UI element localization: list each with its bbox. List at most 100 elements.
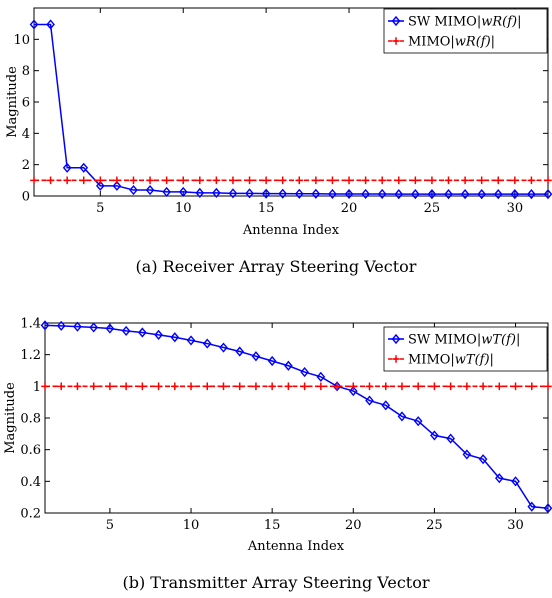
series-1-point xyxy=(461,176,469,185)
series-0-point xyxy=(311,188,321,199)
series-1-point xyxy=(446,382,455,391)
receiver-series xyxy=(29,19,552,200)
series-0-point xyxy=(195,187,205,198)
series-1-point xyxy=(46,176,55,185)
series-0-point xyxy=(427,189,437,200)
series-0-point xyxy=(212,187,221,198)
series-0-point xyxy=(40,320,50,331)
series-1-point xyxy=(527,382,536,391)
series-0-point xyxy=(267,355,277,367)
series-1-point xyxy=(345,176,353,185)
series-0-point xyxy=(430,430,439,441)
series-1-point xyxy=(196,176,204,185)
series-0-point xyxy=(381,400,391,411)
series-0-point xyxy=(510,189,520,200)
series-1-point xyxy=(312,176,320,185)
series-0-point xyxy=(129,184,138,196)
series-1-point xyxy=(262,176,270,185)
series-0-point xyxy=(178,186,188,198)
series-0-point xyxy=(294,188,304,199)
x-tick-label: 10 xyxy=(183,518,200,533)
series-0-point xyxy=(332,381,342,392)
x-tick-label: 20 xyxy=(345,518,362,533)
x-tick-label: 5 xyxy=(106,518,114,533)
series-0-point xyxy=(138,327,147,338)
transmitter-caption: (b) Transmitter Array Steering Vector xyxy=(122,573,429,592)
series-1-point xyxy=(398,382,406,391)
series-1-point xyxy=(162,176,171,185)
series-0-point xyxy=(460,189,470,200)
series-1-point xyxy=(187,382,195,391)
series-1-point xyxy=(113,176,121,185)
series-1-point xyxy=(278,176,287,185)
series-1-point xyxy=(444,176,453,185)
series-0-point xyxy=(62,162,72,173)
series-1-point xyxy=(30,176,38,185)
series-0-point xyxy=(112,180,122,191)
series-1-point xyxy=(79,176,88,185)
series-1-point xyxy=(544,176,552,185)
x-tick-label: 25 xyxy=(424,201,441,216)
series-0-point xyxy=(56,320,66,331)
series-1-point xyxy=(511,382,520,391)
series-1-point xyxy=(381,382,390,391)
y-tick-label: 1.4 xyxy=(20,317,41,332)
series-0-point xyxy=(105,323,115,334)
x-tick-label: 20 xyxy=(341,201,358,216)
series-1-point xyxy=(129,176,138,185)
series-1-point xyxy=(179,176,188,185)
series-1-point xyxy=(495,382,504,391)
y-tick-label: 0 xyxy=(22,190,30,205)
series-1-point xyxy=(284,382,293,391)
legend-marker-1 xyxy=(392,37,400,45)
legend-marker-0 xyxy=(391,15,401,27)
series-1-point xyxy=(106,382,114,391)
x-tick-label: 25 xyxy=(426,518,443,533)
series-0-point xyxy=(527,501,537,512)
y-tick-label: 0.4 xyxy=(20,475,41,490)
series-0-point xyxy=(46,19,55,30)
series-1-point xyxy=(365,382,374,391)
series-1-point xyxy=(463,382,471,391)
series-1-point xyxy=(212,176,221,185)
y-tick-label: 4 xyxy=(22,127,30,142)
series-1-point xyxy=(57,382,66,391)
transmitter-legend-box xyxy=(383,326,548,372)
series-1-point xyxy=(411,176,420,185)
series-1-point xyxy=(41,382,49,391)
y-tick-label: 0.6 xyxy=(20,443,41,458)
series-1-point xyxy=(328,176,337,185)
series-0-point xyxy=(284,360,293,371)
transmitter-x-axis-label: Antenna Index xyxy=(247,539,345,554)
y-tick-label: 1 xyxy=(33,380,41,395)
series-0-point xyxy=(73,321,82,332)
series-0-point xyxy=(300,367,309,378)
receiver-legend: SW MIMO|wR(f)| MIMO|wR(f)| xyxy=(383,8,548,54)
x-tick-label: 30 xyxy=(507,201,524,216)
series-1-point xyxy=(361,176,370,185)
series-1-point xyxy=(295,176,304,185)
receiver-caption: (a) Receiver Array Steering Vector xyxy=(136,257,417,276)
series-0-point xyxy=(413,416,423,427)
series-1-point xyxy=(146,176,154,185)
series-1-point xyxy=(317,382,325,391)
series-0-point xyxy=(89,322,98,333)
series-0-point xyxy=(228,188,238,199)
transmitter-x-ticks: 5 10 15 20 25 30 xyxy=(106,323,524,533)
y-tick-label: 6 xyxy=(22,96,30,111)
series-1-point xyxy=(203,382,212,391)
series-0-point xyxy=(162,186,171,198)
series-0-point xyxy=(219,342,228,353)
series-0-point xyxy=(316,371,326,382)
series-1-point xyxy=(479,382,487,391)
series-0-point xyxy=(121,325,131,336)
legend-label-0: SW MIMO|wT(f)| xyxy=(408,333,520,348)
series-1-point xyxy=(154,382,163,391)
series-1-point xyxy=(428,176,436,185)
series-0-point xyxy=(235,346,245,357)
series-0-point xyxy=(543,503,552,514)
x-tick-label: 30 xyxy=(507,518,524,533)
series-0-point xyxy=(478,454,488,465)
series-0-point xyxy=(29,19,39,30)
transmitter-chart: 5 10 15 20 25 30 0.2 0.4 0.6 0.8 1 1.2 1.4 Antenna … xyxy=(3,317,552,592)
